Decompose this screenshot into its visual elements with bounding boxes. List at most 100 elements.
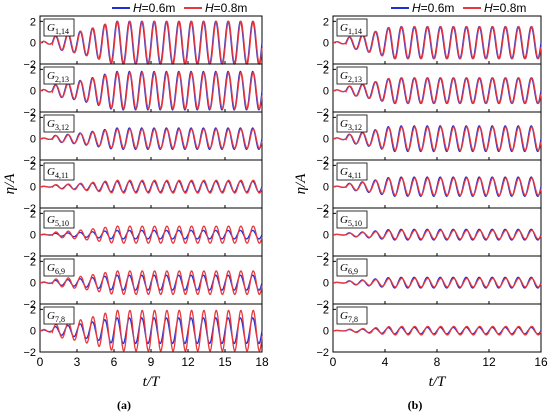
y-tick-label: −2 xyxy=(316,107,329,119)
gauge-label: G1,14 xyxy=(336,18,368,37)
x-tick-label: 18 xyxy=(255,355,269,369)
legend-label: H=0.6m xyxy=(133,1,175,15)
gauge-label: G4,11 xyxy=(336,162,368,181)
subplot-G5-10: −2 0 2 G5,10 xyxy=(316,207,542,263)
gauge-label-text: G3,12 xyxy=(47,118,69,132)
subplot-G5-10: −2 0 2 G5,10 xyxy=(23,207,263,263)
y-tick-label: 2 xyxy=(30,160,36,172)
subplot-G1-14: −2 0 2 G1,14 xyxy=(316,15,542,71)
series-line-h08m xyxy=(333,126,542,152)
subplot-G4-11: −2 0 2 G4,11 xyxy=(316,159,542,215)
legend: H=0.6m H=0.8m xyxy=(112,1,247,15)
y-tick-label: −2 xyxy=(23,251,36,263)
gauge-label-box xyxy=(336,18,368,37)
gauge-label: G7,8 xyxy=(336,306,368,325)
gauge-label-text: G2,13 xyxy=(47,70,69,84)
y-tick-label: 0 xyxy=(30,86,36,98)
x-tick-label: 9 xyxy=(148,355,155,369)
y-tick-label: 0 xyxy=(30,134,36,146)
gauge-label-text: G4,11 xyxy=(47,166,69,180)
subplot-G6-9: −2 0 2 G6,9 xyxy=(23,255,263,311)
y-tick-label: 2 xyxy=(323,304,329,316)
gauge-label-box xyxy=(43,66,75,85)
gauge-label: G5,10 xyxy=(336,210,368,229)
subplot-G6-9: −2 0 2 G6,9 xyxy=(316,255,542,311)
series-line-h08m xyxy=(40,128,263,149)
gauge-label-box xyxy=(336,162,368,181)
y-tick-label: −2 xyxy=(316,299,329,311)
gauge-label-text: G5,10 xyxy=(340,214,362,228)
gauge-label-box xyxy=(43,162,75,181)
series-line-h08m xyxy=(40,225,263,244)
gauge-label: G6,9 xyxy=(43,258,75,277)
subplot-G2-13: −2 0 2 G2,13 xyxy=(23,63,263,119)
y-tick-label: −2 xyxy=(23,155,36,167)
subplot-G3-12: −2 0 2 G3,12 xyxy=(23,111,263,167)
y-tick-label: 2 xyxy=(30,64,36,76)
y-tick-label: 0 xyxy=(323,278,329,290)
gauge-label-text: G7,8 xyxy=(340,310,358,324)
gauge-label: G3,12 xyxy=(43,114,75,133)
y-tick-label: 2 xyxy=(30,304,36,316)
gauge-label-box xyxy=(43,114,75,133)
y-tick-label: −2 xyxy=(23,107,36,119)
series-line-h08m xyxy=(333,177,542,196)
y-tick-label: −2 xyxy=(23,59,36,71)
series-line-h08m xyxy=(333,25,542,60)
y-tick-label: 2 xyxy=(30,16,36,28)
y-tick-label: 0 xyxy=(30,182,36,194)
y-tick-label: 2 xyxy=(323,208,329,220)
y-axis-label: η/A xyxy=(293,173,309,195)
gauge-label-text: G5,10 xyxy=(47,214,69,228)
x-tick-label: 3 xyxy=(74,355,81,369)
x-axis-label: t/T xyxy=(143,374,161,390)
x-tick-label: 6 xyxy=(111,355,118,369)
y-tick-label: 0 xyxy=(323,230,329,242)
gauge-label-box xyxy=(336,114,368,133)
y-axis-label: η/A xyxy=(2,173,18,195)
series-line-h08m xyxy=(333,229,542,240)
gauge-label-box xyxy=(336,66,368,85)
gauge-label-text: G1,14 xyxy=(340,22,362,36)
series-line-h08m xyxy=(333,277,542,288)
chart-panel-a: −202 G1,14−202 G2,13−202 G3,12−202 G4,11−202… xyxy=(2,1,269,390)
subplot-G3-12: −2 0 2 G3,12 xyxy=(316,111,542,167)
y-tick-label: 2 xyxy=(323,64,329,76)
gauge-label-box xyxy=(43,306,75,325)
gauge-label-box xyxy=(43,210,75,229)
series-line-h08m xyxy=(39,71,263,110)
subplot-G7-8: −2 0 2 G7,8 xyxy=(23,303,263,359)
y-tick-label: 2 xyxy=(323,256,329,268)
gauge-label-box xyxy=(336,306,368,325)
legend-label: H=0.6m xyxy=(412,1,454,15)
series-line-h08m xyxy=(39,309,263,352)
gauge-label: G2,13 xyxy=(336,66,368,85)
y-tick-label: 0 xyxy=(323,134,329,146)
chart-panel-b: −202 G1,14−202 G2,13−202 G3,12−202 G4,11−202… xyxy=(293,1,548,390)
y-tick-label: 0 xyxy=(30,38,36,50)
y-tick-label: 0 xyxy=(323,86,329,98)
x-axis-label: t/T xyxy=(429,374,447,390)
y-tick-label: 2 xyxy=(30,256,36,268)
subplot-G1-14: −2 0 2 G1,14 xyxy=(23,15,263,71)
subplot-G4-11: −2 0 2 G4,11 xyxy=(23,159,263,215)
y-tick-label: −2 xyxy=(316,59,329,71)
y-tick-label: −2 xyxy=(316,155,329,167)
caption-b: (b) xyxy=(407,398,423,412)
gauge-label-text: G4,11 xyxy=(340,166,362,180)
gauge-label: G3,12 xyxy=(336,114,368,133)
y-tick-label: 2 xyxy=(30,112,36,124)
y-tick-label: 0 xyxy=(323,182,329,194)
caption-a: (a) xyxy=(117,398,131,412)
y-tick-label: 0 xyxy=(30,230,36,242)
gauge-label: G1,14 xyxy=(43,18,75,37)
gauge-label-text: G6,9 xyxy=(340,262,358,276)
gauge-label: G4,11 xyxy=(43,162,75,181)
gauge-label: G7,8 xyxy=(43,306,75,325)
gauge-label-text: G6,9 xyxy=(47,262,65,276)
y-tick-label: −2 xyxy=(316,251,329,263)
y-tick-label: 2 xyxy=(323,16,329,28)
y-tick-label: 0 xyxy=(30,326,36,338)
x-tick-label: 16 xyxy=(534,355,548,369)
